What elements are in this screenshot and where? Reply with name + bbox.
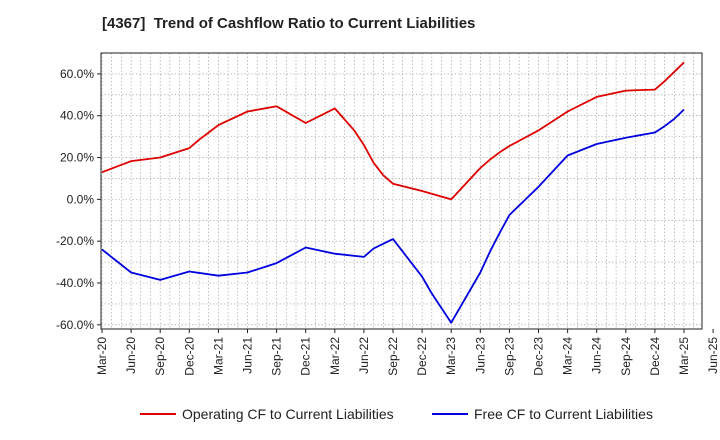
y-tick-label: -20.0% <box>56 234 94 248</box>
y-tick-label: 40.0% <box>60 109 94 123</box>
y-axis-ticks: 60.0% 40.0% 20.0% 0.0% -20.0% -40.0% -60.0% <box>56 67 101 332</box>
series-line-1 <box>101 61 685 201</box>
series-lines <box>101 61 685 324</box>
legend-label-1: Operating CF to Current Liabilities <box>182 406 394 422</box>
x-tick-label: Mar-24 <box>561 337 575 375</box>
x-tick-label: Jun-23 <box>473 337 487 374</box>
x-tick-label: Dec-20 <box>182 337 196 376</box>
x-tick-label: Sep-23 <box>502 337 516 376</box>
y-tick-label: 0.0% <box>67 192 95 206</box>
x-tick-label: Jun-20 <box>124 337 138 374</box>
x-tick-label: Mar-20 <box>95 337 109 375</box>
x-tick-label: Sep-22 <box>386 337 400 376</box>
x-tick-label: Jun-22 <box>357 337 371 374</box>
y-tick-label: 60.0% <box>60 67 94 81</box>
x-tick-label: Jun-25 <box>706 337 720 374</box>
x-tick-label: Dec-23 <box>532 337 546 376</box>
x-tick-label: Mar-22 <box>328 337 342 375</box>
x-tick-label: Mar-23 <box>444 337 458 375</box>
x-tick-label: Sep-24 <box>619 337 633 376</box>
legend-label-2: Free CF to Current Liabilities <box>474 406 653 422</box>
x-tick-label: Sep-21 <box>270 337 284 376</box>
y-tick-label: -40.0% <box>56 276 94 290</box>
grid-lines <box>101 52 702 329</box>
chart-title: [4367] Trend of Cashflow Ratio to Curren… <box>102 15 476 32</box>
y-tick-label: 20.0% <box>60 151 94 165</box>
x-tick-label: Dec-22 <box>415 337 429 376</box>
x-tick-label: Dec-21 <box>299 337 313 376</box>
series-line-2 <box>101 108 685 324</box>
x-tick-label: Mar-21 <box>211 337 225 375</box>
x-tick-label: Jun-21 <box>241 337 255 374</box>
x-tick-label: Sep-20 <box>153 337 167 376</box>
legend: Operating CF to Current Liabilities Free … <box>140 406 653 422</box>
x-axis-ticks: Mar-20 Jun-20 Sep-20 Dec-20 Mar-21 Jun-21 Sep-… <box>95 329 720 376</box>
plot-area-frame <box>100 52 703 330</box>
x-tick-label: Jun-24 <box>590 337 604 374</box>
x-tick-label: Mar-25 <box>677 337 691 375</box>
x-tick-label: Dec-24 <box>648 337 662 376</box>
y-tick-label: -60.0% <box>56 318 94 332</box>
